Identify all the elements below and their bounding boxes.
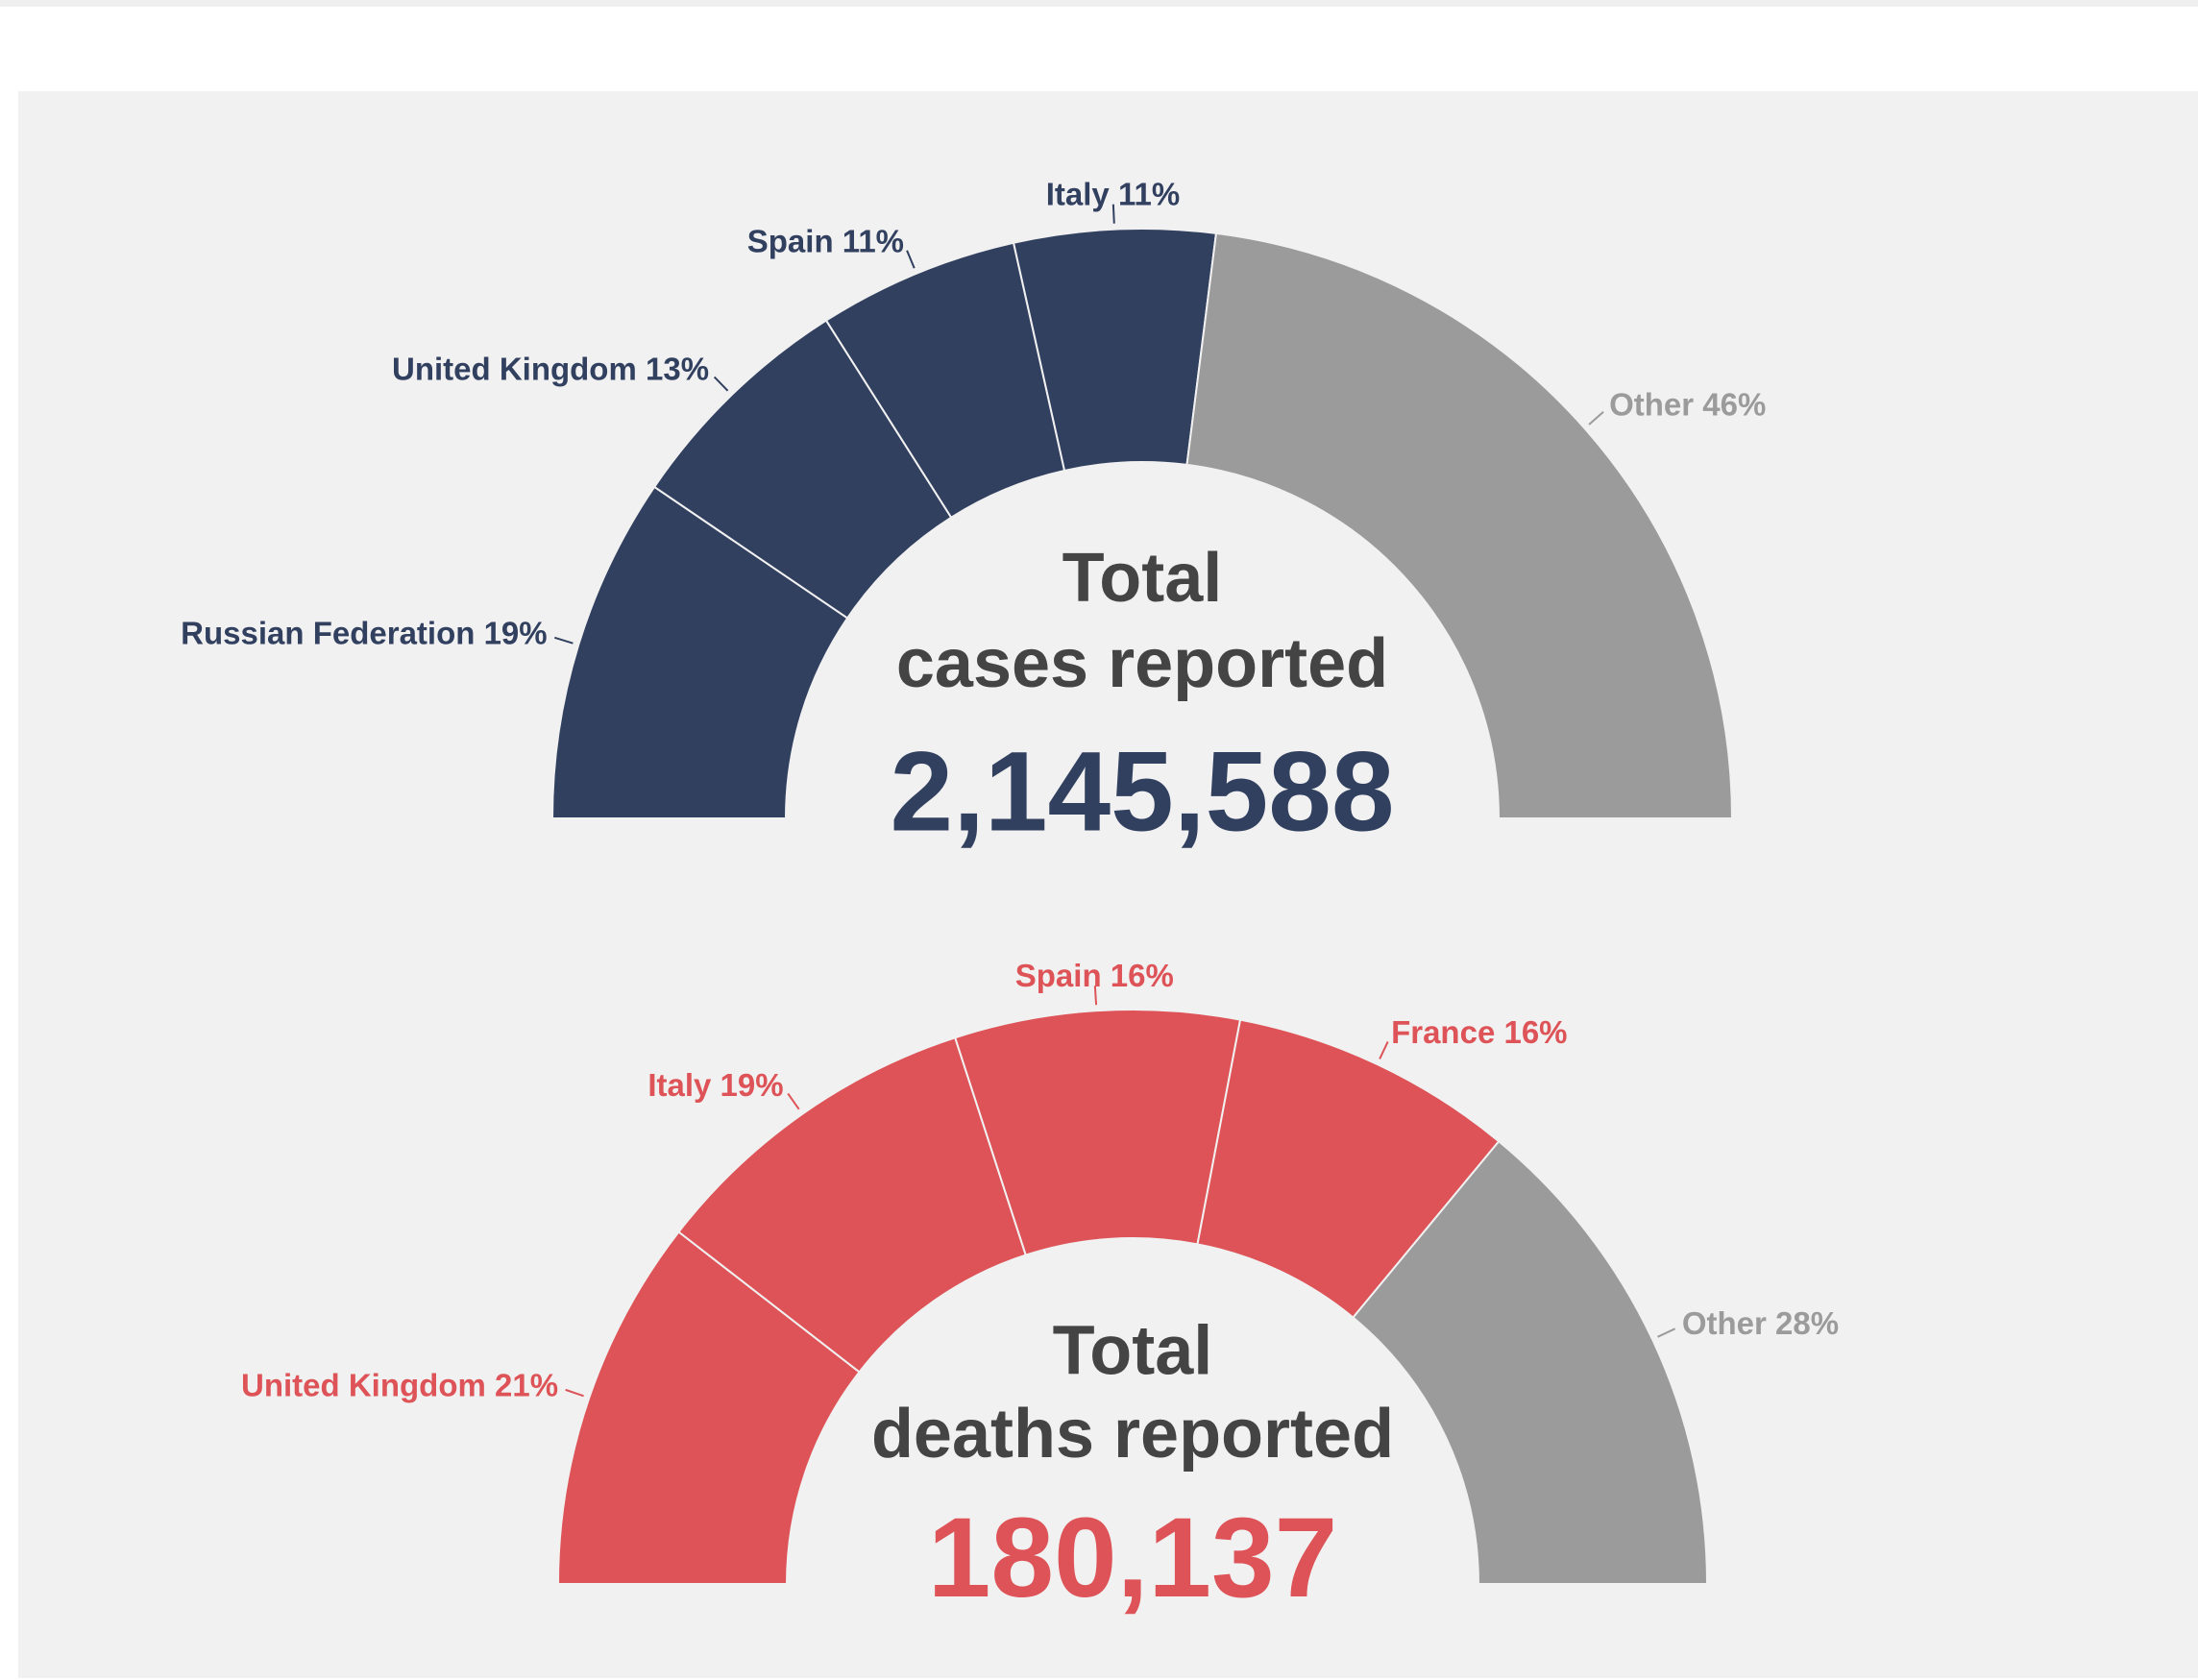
slice-name: United Kingdom [392,351,637,386]
leader-line [1657,1327,1676,1338]
slice-name: Italy [647,1067,712,1103]
slice-value: 11% [843,223,904,258]
slice-name: Spain [747,223,834,258]
slice-label: Russian Federation 19% [181,615,547,650]
slice-name: Russian Federation [181,615,475,650]
slice-value: 19% [484,615,548,650]
slice-name: United Kingdom [241,1367,486,1402]
slice-label: France 16% [1391,1014,1567,1050]
slice-label: Italy 11% [1046,176,1180,211]
slice-label: United Kingdom 13% [392,351,709,386]
slice-name: Italy [1046,176,1111,211]
center-text: Total [1053,1312,1213,1389]
center-text: Total [1062,540,1223,617]
slice-value: 16% [1111,958,1174,993]
center-text: cases reported [896,625,1388,702]
slice-label: United Kingdom 21% [241,1367,558,1402]
slice [1352,1139,1709,1585]
leader-line [1093,986,1098,1006]
slice-label: Other 46% [1609,386,1766,422]
slice [1185,231,1734,819]
slice-name: France [1391,1014,1495,1050]
slice-value: 19% [720,1067,784,1103]
slice-name: Spain [1015,958,1102,993]
slice-label: Italy 19% [647,1067,783,1103]
leader-line [787,1092,800,1110]
leader-line [906,250,916,269]
leader-line [1588,411,1604,426]
leader-line [565,1388,584,1398]
center-text: 2,145,588 [891,729,1395,856]
top-strip [0,0,2198,7]
slice-value: 13% [646,351,709,386]
slice-label: Spain 16% [1015,958,1174,993]
slice-value: 16% [1503,1014,1567,1050]
slice-name: Other [1609,386,1694,422]
leader-line [713,376,729,392]
slice-label: Other 28% [1682,1305,1839,1341]
slice-name: Other [1682,1305,1767,1341]
leader-line [1111,204,1115,224]
center-text: 180,137 [928,1495,1338,1621]
slice-label: Spain 11% [747,223,904,258]
slice-value: 46% [1702,386,1766,422]
leader-line [1379,1040,1389,1059]
slice-value: 11% [1118,176,1180,211]
center-text: deaths reported [871,1396,1394,1473]
slice-value: 28% [1775,1305,1839,1341]
slice-value: 21% [495,1367,558,1402]
leader-line [553,636,574,645]
